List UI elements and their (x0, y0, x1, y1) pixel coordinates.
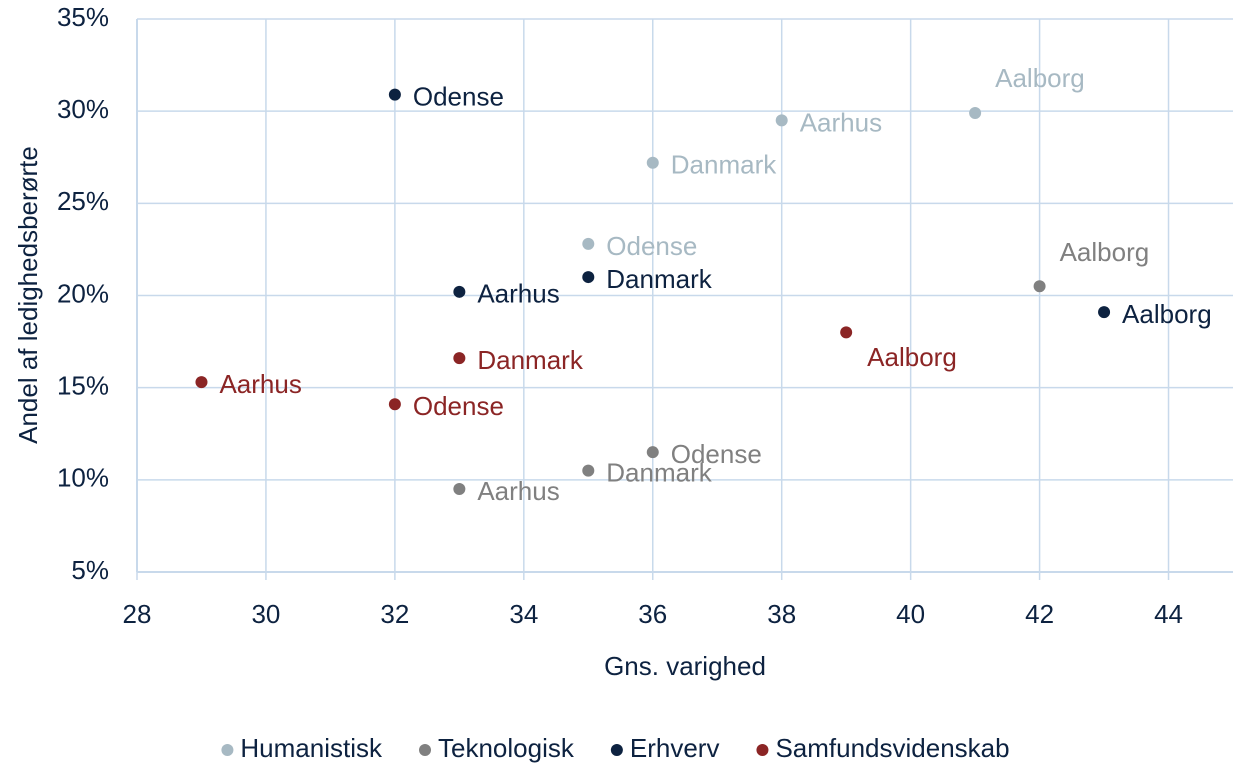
y-tick-label: 25% (57, 186, 109, 216)
x-tick-label: 32 (380, 599, 409, 629)
data-point (453, 352, 466, 365)
legend-marker (419, 744, 432, 756)
y-tick-label: 10% (57, 463, 109, 493)
y-tick-label: 15% (57, 371, 109, 401)
legend-marker (756, 744, 769, 756)
y-tick-label: 35% (57, 2, 109, 32)
data-point (775, 114, 788, 127)
x-tick-label: 38 (767, 599, 796, 629)
x-tick-label: 36 (638, 599, 667, 629)
data-point (646, 156, 659, 169)
data-point (582, 237, 595, 250)
data-point (388, 88, 401, 101)
data-point (646, 446, 659, 459)
y-tick-label: 20% (57, 278, 109, 308)
data-point (582, 271, 595, 284)
x-tick-label: 30 (251, 599, 280, 629)
x-tick-label: 28 (123, 599, 152, 629)
point-label: Danmark (606, 457, 712, 487)
point-label: Odense (671, 439, 762, 469)
point-label: Aalborg (867, 342, 957, 372)
y-tick-label: 30% (57, 94, 109, 124)
point-label: Odense (606, 231, 697, 261)
point-label: Aarhus (477, 476, 559, 506)
legend-label: Samfundsvidenskab (775, 733, 1009, 763)
point-label: Danmark (606, 264, 712, 294)
x-tick-label: 34 (509, 599, 538, 629)
point-label: Danmark (477, 345, 583, 375)
point-label: Aarhus (477, 279, 559, 309)
x-tick-label: 42 (1025, 599, 1054, 629)
data-point (840, 326, 853, 339)
legend-marker (221, 744, 234, 756)
point-label: Aarhus (219, 369, 301, 399)
data-point (1098, 306, 1111, 319)
point-label: Aalborg (1122, 299, 1212, 329)
data-point (1033, 280, 1046, 293)
y-tick-label: 5% (71, 555, 109, 585)
point-label: Aalborg (995, 63, 1085, 93)
point-label: Odense (413, 391, 504, 421)
data-point (195, 376, 208, 389)
point-label: Odense (413, 81, 504, 111)
x-tick-label: 44 (1154, 599, 1183, 629)
legend-label: Teknologisk (438, 733, 575, 763)
legend-label: Erhverv (630, 733, 720, 763)
data-point (453, 483, 466, 496)
point-label: Danmark (671, 150, 777, 180)
legend-marker (610, 744, 623, 756)
data-point (388, 398, 401, 411)
data-point (969, 107, 982, 120)
data-point (582, 464, 595, 477)
data-point (453, 285, 466, 298)
x-tick-label: 40 (896, 599, 925, 629)
x-axis-label: Gns. varighed (604, 651, 766, 681)
y-axis-label: Andel af ledighedsberørte (13, 146, 43, 444)
point-label: Aalborg (1060, 237, 1150, 267)
legend-label: Humanistisk (240, 733, 383, 763)
point-label: Aarhus (800, 107, 882, 137)
